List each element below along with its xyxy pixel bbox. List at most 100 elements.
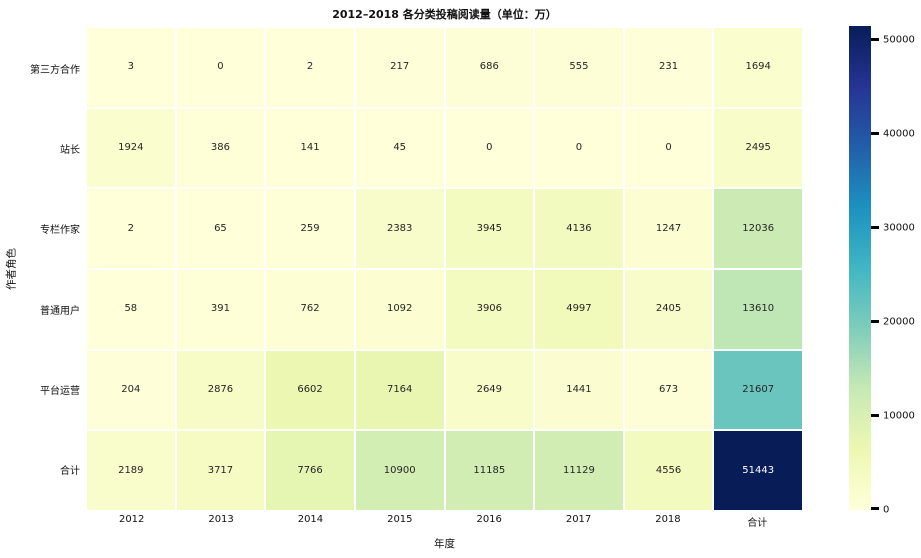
heatmap-cell: 3717 (176, 431, 265, 510)
cell-value: 3717 (207, 464, 234, 476)
heatmap-cell: 204 (87, 350, 175, 430)
heatmap-cell: 2189 (87, 431, 175, 510)
cell-value: 6602 (297, 383, 323, 395)
x-tick-label: 2013 (208, 514, 234, 525)
cell-value: 11185 (473, 464, 506, 476)
x-tick-label: 2018 (655, 514, 681, 525)
cell-value: 686 (479, 61, 499, 73)
heatmap-cell: 3945 (445, 189, 534, 268)
cell-value: 391 (210, 303, 230, 315)
cell-value: 11129 (563, 464, 595, 476)
x-tick-label: 2015 (387, 514, 413, 525)
heatmap-cell: 2405 (624, 269, 713, 349)
heatmap-cell: 4136 (535, 189, 623, 268)
y-tick-label: 站长 (60, 144, 80, 156)
y-tick-label: 合计 (60, 466, 80, 478)
cell-value: 1924 (118, 141, 144, 153)
heatmap-cell: 13610 (714, 269, 802, 349)
cell-value: 2383 (386, 222, 413, 234)
colorbar-tick-mark (871, 226, 879, 230)
cell-value: 21607 (742, 383, 775, 395)
cell-value: 259 (300, 222, 320, 234)
x-tick-label: 2016 (476, 514, 502, 525)
cell-value: 2876 (207, 383, 234, 395)
cell-value: 7766 (297, 464, 323, 476)
cell-value: 673 (659, 383, 679, 395)
heatmap-cell: 686 (445, 28, 534, 107)
heatmap-cell: 391 (176, 269, 265, 349)
heatmap-cell: 1092 (355, 269, 444, 349)
heatmap-cell: 386 (176, 108, 265, 188)
heatmap-cell: 3906 (445, 269, 534, 349)
cell-value: 3906 (476, 303, 503, 315)
colorbar-tick-label: 30000 (883, 222, 915, 234)
x-axis-title: 年度 (434, 538, 455, 550)
cell-value: 204 (121, 383, 141, 395)
heatmap-cell: 0 (176, 28, 265, 107)
colorbar-tick-label: 50000 (883, 34, 915, 46)
heatmap-cell: 2876 (176, 350, 265, 430)
heatmap-cell: 2 (87, 189, 175, 268)
cell-value: 13610 (742, 303, 775, 315)
heatmap-cell: 231 (624, 28, 713, 107)
x-tick-label: 2012 (118, 514, 145, 525)
heatmap-cell: 2 (266, 28, 354, 107)
heatmap-cell: 45 (355, 108, 444, 188)
heatmap-cell: 4556 (624, 431, 713, 510)
cell-value: 1694 (745, 61, 771, 73)
cell-value: 0 (665, 141, 672, 153)
chart-title: 2012–2018 各分类投稿阅读量（单位：万） (332, 8, 557, 21)
cell-value: 1247 (655, 222, 682, 234)
colorbar-tick-mark (871, 414, 879, 418)
heatmap-cell: 1441 (535, 350, 623, 430)
colorbar-tick-label: 0 (883, 504, 890, 516)
cell-value: 4136 (566, 222, 592, 234)
heatmap-cell: 4997 (535, 269, 623, 349)
heatmap-cell: 141 (266, 108, 354, 188)
heatmap-cell: 217 (355, 28, 444, 107)
colorbar-tick-label: 40000 (883, 128, 915, 140)
cell-value: 45 (393, 141, 407, 153)
cell-value: 1092 (386, 303, 413, 315)
cell-value: 58 (124, 303, 138, 315)
heatmap-cell: 3 (87, 28, 175, 107)
heatmap-grid: 3 0 2 217 686 555 231 1694 1924 386 141 45 0 0 0 2495 2 6… (87, 28, 802, 510)
x-tick-label: 2014 (297, 514, 324, 525)
cell-value: 1441 (566, 383, 592, 395)
colorbar-tick-mark (871, 132, 879, 136)
cell-value: 0 (217, 61, 224, 73)
heatmap-cell: 1247 (624, 189, 713, 268)
cell-value: 386 (210, 141, 230, 153)
heatmap-cell: 2649 (445, 350, 534, 430)
y-tick-label: 第三方合作 (30, 64, 80, 76)
cell-value: 231 (659, 61, 679, 73)
heatmap-cell: 65 (176, 189, 265, 268)
cell-value: 4997 (566, 303, 592, 315)
heatmap-cell: 6602 (266, 350, 354, 430)
y-tick-label: 平台运营 (40, 385, 80, 397)
cell-value: 2189 (118, 464, 144, 476)
heatmap-cell: 21607 (714, 350, 802, 430)
cell-value: 217 (390, 61, 410, 73)
heatmap-cell: 7164 (355, 350, 444, 430)
heatmap-cell: 12036 (714, 189, 802, 268)
heatmap-cell: 2383 (355, 189, 444, 268)
cell-value: 4556 (655, 464, 682, 476)
colorbar-tick-mark (871, 320, 879, 324)
heatmap-cell: 11129 (535, 431, 623, 510)
cell-value: 0 (575, 141, 583, 153)
heatmap-cell: 555 (535, 28, 623, 107)
heatmap-cell: 58 (87, 269, 175, 349)
colorbar-tick-label: 10000 (883, 410, 915, 422)
colorbar-tick-mark (871, 38, 879, 42)
cell-value: 3945 (476, 222, 503, 234)
heatmap-cell: 673 (624, 350, 713, 430)
colorbar-tick-mark (871, 507, 879, 510)
colorbar (849, 26, 871, 510)
heatmap-cell: 0 (535, 108, 623, 188)
cell-value: 555 (569, 61, 589, 73)
heatmap-cell: 0 (445, 108, 534, 188)
cell-value: 2649 (476, 383, 503, 395)
cell-value: 10900 (383, 464, 416, 476)
